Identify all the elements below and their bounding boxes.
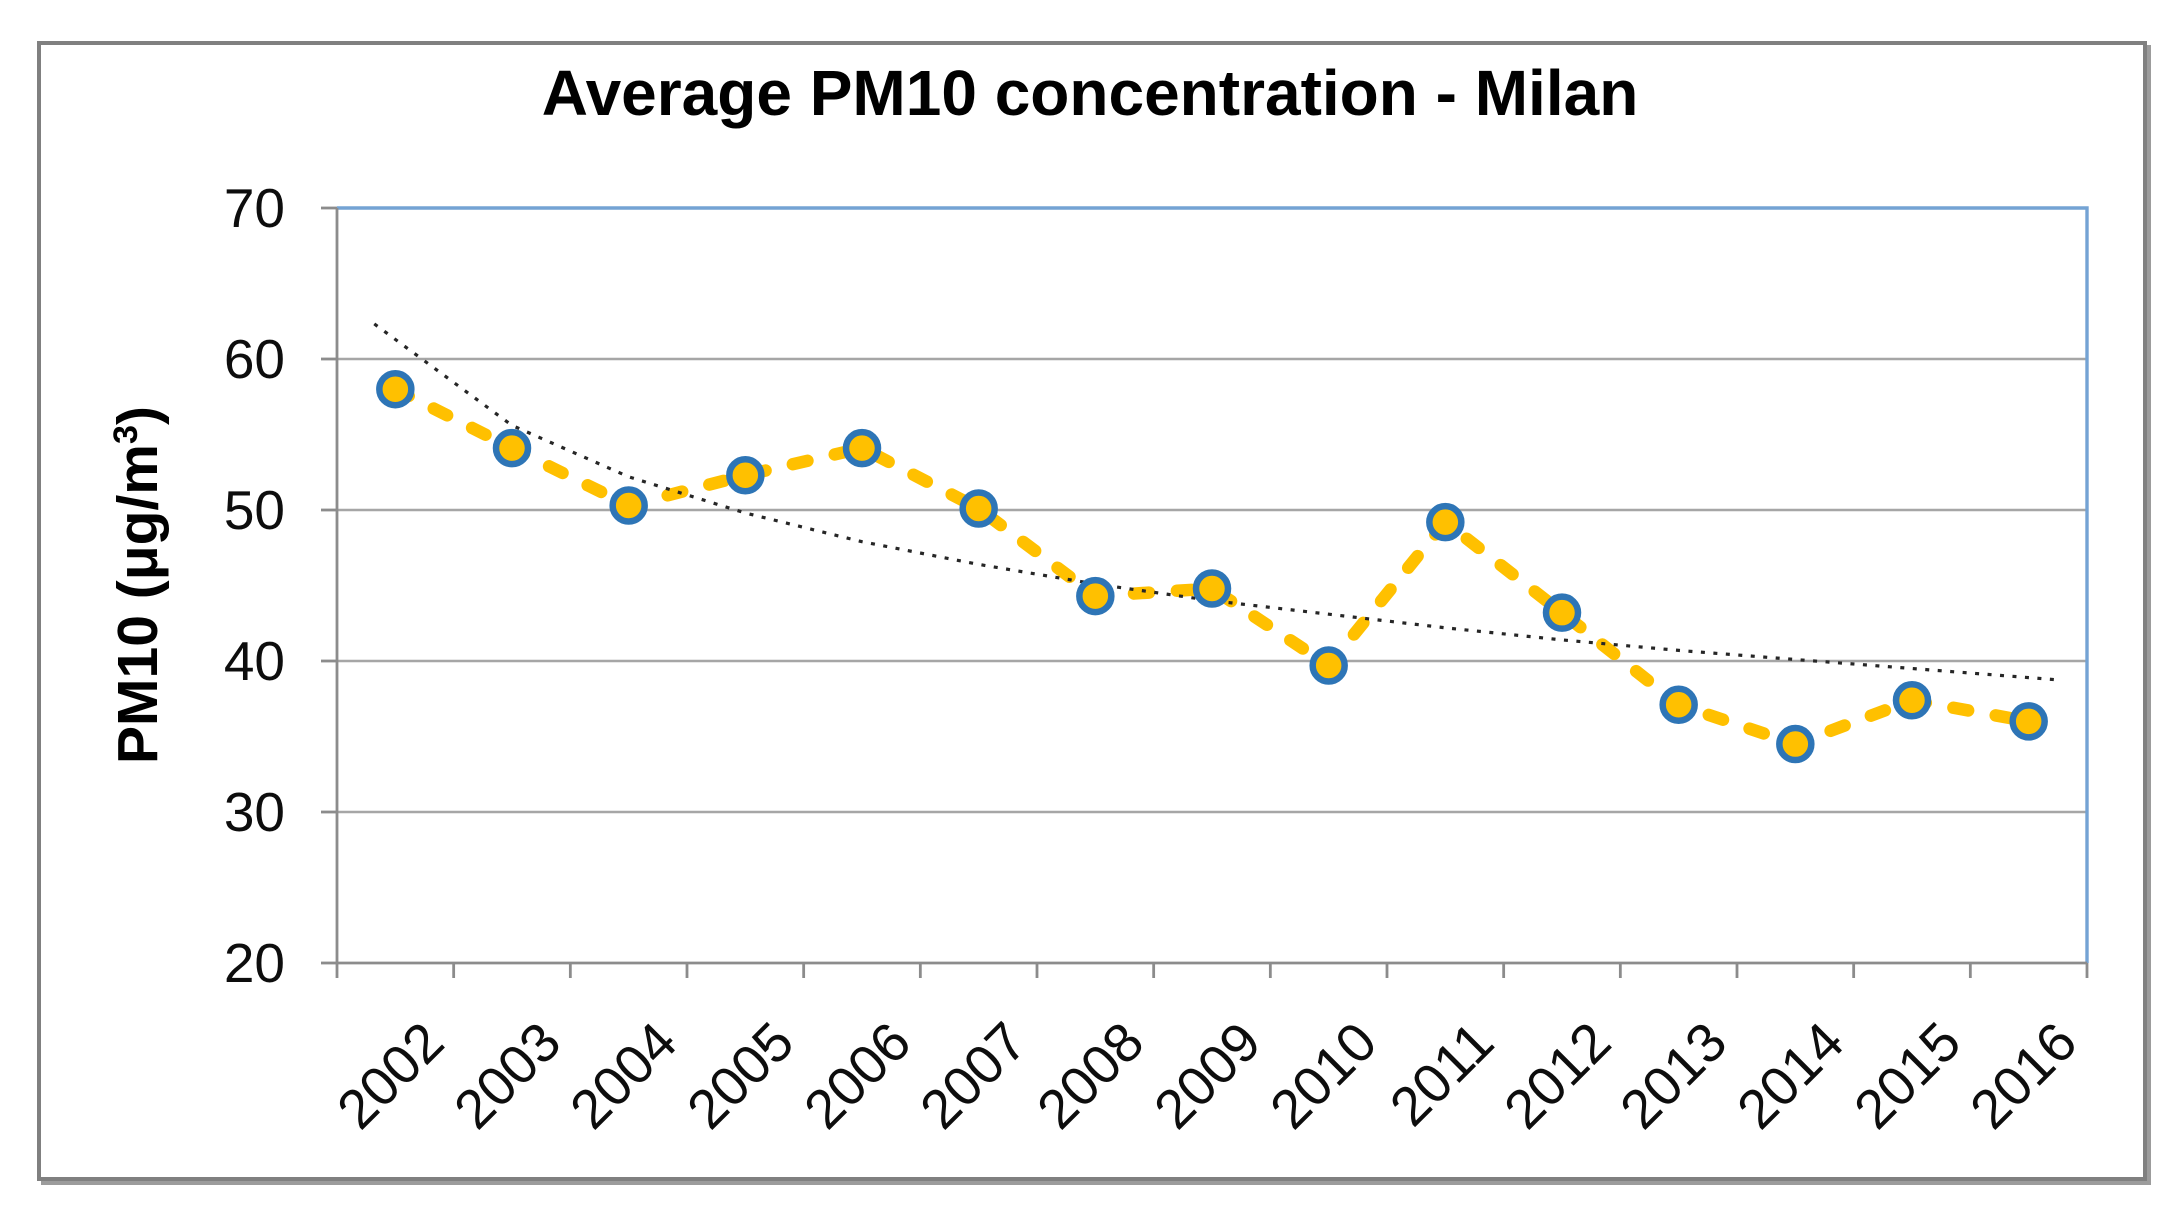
y-tick-label-50: 50 [223,479,285,541]
data-point-2003 [492,428,532,468]
data-point-2002 [376,369,415,409]
y-axis-title-text: PM10 (μg/m [106,444,170,764]
plot-border-blue [337,206,2089,963]
data-point-2012 [1542,593,1582,632]
data-point-2015 [1892,681,1932,720]
data-point-2006 [842,428,882,468]
y-axis-title: PM10 (μg/m3) [105,406,171,764]
data-point-2016 [2009,702,2048,741]
data-point-2009 [1192,569,1232,608]
chart-title: Average PM10 concentration - Milan [541,57,1639,129]
data-point-2008 [1076,576,1115,616]
data-point-2013 [1659,685,1698,725]
data-point-2014 [1776,724,1815,764]
y-tick-label-40: 40 [223,630,285,692]
data-point-2005 [726,456,765,495]
data-point-2011 [1426,502,1465,542]
data-point-2010 [1309,646,1348,685]
y-tick-label-20: 20 [223,932,285,994]
pm10-series-line [389,382,2035,751]
data-point-2004 [609,486,648,525]
y-tick-label-30: 30 [223,781,285,843]
y-tick-label-60: 60 [223,328,285,390]
y-tick-label-70: 70 [223,177,285,239]
y-axis-title-superscript: 3 [107,425,145,445]
y-axis-title-close: ) [106,406,170,426]
axis-lines [335,208,2087,965]
data-point-2007 [959,489,998,528]
